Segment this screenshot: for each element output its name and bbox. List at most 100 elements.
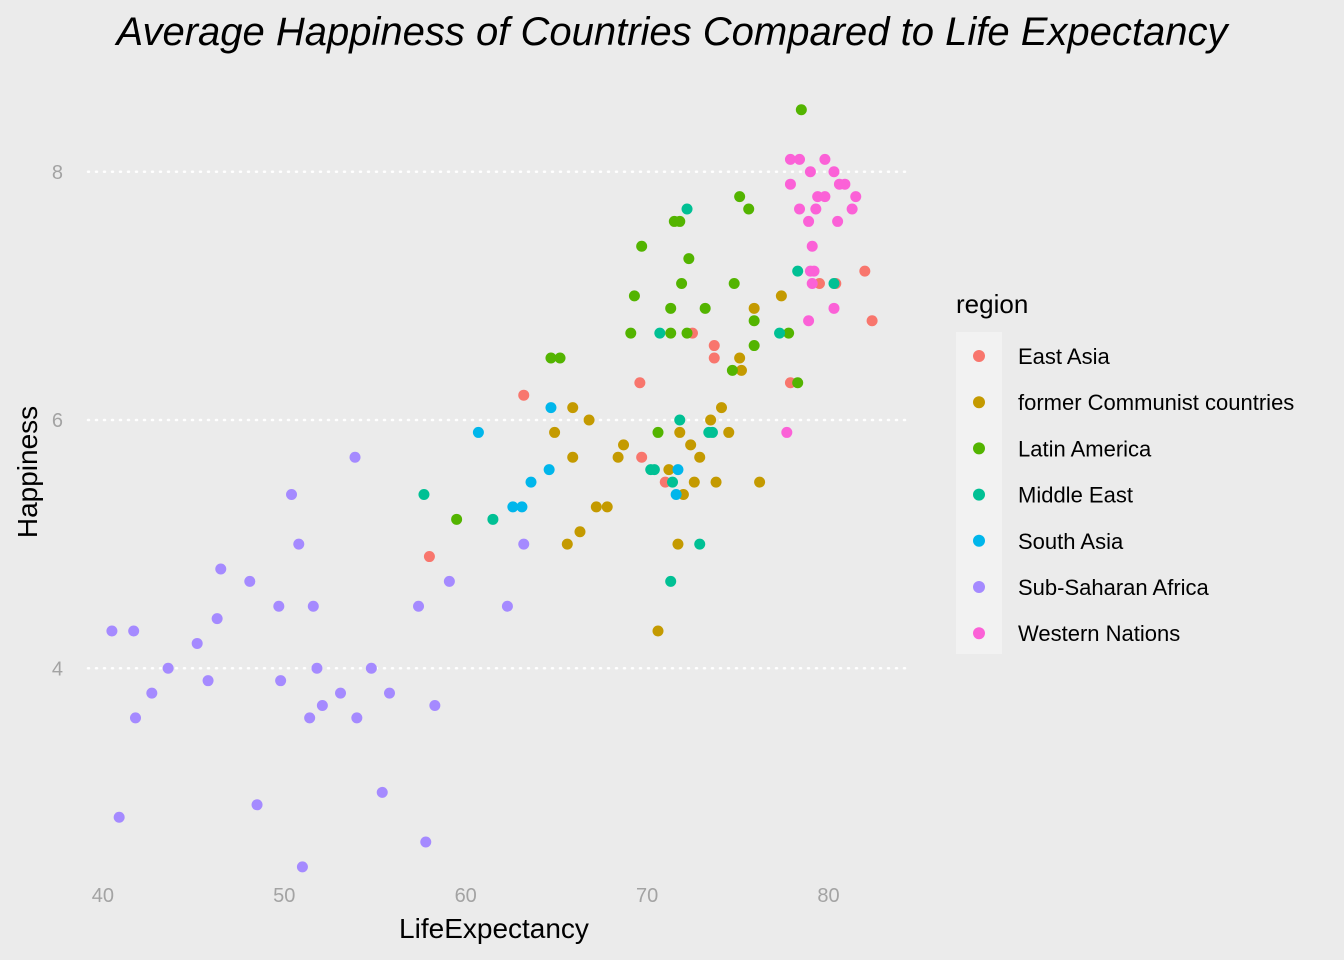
scatter-point bbox=[706, 426, 718, 438]
legend-label: Sub-Saharan Africa bbox=[1018, 575, 1210, 600]
scatter-point bbox=[783, 327, 795, 339]
legend-key bbox=[973, 534, 985, 547]
legend-label: Western Nations bbox=[1018, 621, 1180, 646]
y-tick-labels: 4 6 8 bbox=[52, 162, 63, 680]
scatter-point bbox=[804, 166, 816, 178]
scatter-point bbox=[674, 414, 686, 426]
legend-label: Middle East bbox=[1018, 483, 1133, 508]
scatter-point bbox=[549, 426, 561, 438]
scatter-point bbox=[349, 451, 361, 463]
scatter-point bbox=[792, 377, 804, 389]
scatter-point bbox=[146, 687, 158, 699]
scatter-point bbox=[612, 451, 624, 463]
scatter-point bbox=[652, 426, 664, 438]
scatter-point bbox=[516, 501, 528, 513]
scatter-point bbox=[191, 637, 203, 649]
scatter-point bbox=[487, 513, 499, 525]
scatter-point bbox=[244, 575, 256, 587]
scatter-point bbox=[803, 215, 815, 227]
scatter-point bbox=[106, 625, 118, 637]
scatter-point bbox=[273, 600, 285, 612]
scatter-point bbox=[654, 327, 666, 339]
scatter-point bbox=[543, 464, 555, 476]
scatter-point bbox=[129, 712, 141, 724]
y-tick-label: 4 bbox=[52, 658, 63, 680]
scatter-point bbox=[636, 451, 648, 463]
scatter-point bbox=[507, 501, 519, 513]
scatter-point bbox=[710, 476, 722, 488]
scatter-point bbox=[335, 687, 347, 699]
scatter-point bbox=[628, 290, 640, 302]
legend-key bbox=[973, 442, 985, 455]
scatter-point bbox=[316, 700, 328, 712]
scatter-point bbox=[567, 402, 579, 414]
x-tick-label: 50 bbox=[273, 885, 295, 907]
scatter-point bbox=[665, 575, 677, 587]
scatter-point bbox=[567, 451, 579, 463]
scatter-point bbox=[694, 538, 706, 550]
legend-key bbox=[973, 350, 985, 362]
grid-lines bbox=[86, 170, 914, 670]
scatter-point bbox=[866, 315, 878, 327]
scatter-point bbox=[699, 302, 711, 314]
scatter-point bbox=[113, 811, 125, 823]
legend-title: region bbox=[956, 289, 1028, 319]
scatter-point bbox=[663, 464, 675, 476]
scatter-point bbox=[418, 488, 430, 500]
scatter-point bbox=[286, 488, 298, 500]
legend-key bbox=[973, 627, 985, 640]
scatter-point bbox=[716, 402, 728, 414]
scatter-point bbox=[683, 253, 695, 265]
legend-label: Latin America bbox=[1018, 436, 1152, 461]
chart-title: Average Happiness of Countries Compared … bbox=[115, 10, 1231, 54]
x-tick-label: 80 bbox=[817, 885, 839, 907]
scatter-point bbox=[784, 178, 796, 190]
scatter-point bbox=[413, 600, 425, 612]
y-axis-label: Happiness bbox=[12, 406, 43, 538]
x-axis-label: LifeExpectancy bbox=[399, 913, 589, 944]
legend: region East Asia former Communist countri… bbox=[956, 289, 1294, 654]
scatter-point bbox=[652, 625, 664, 637]
x-tick-labels: 40 50 60 70 80 bbox=[92, 885, 840, 907]
scatter-point bbox=[810, 203, 822, 215]
scatter-point bbox=[429, 700, 441, 712]
scatter-point bbox=[850, 191, 862, 203]
scatter-point bbox=[672, 464, 684, 476]
scatter-point bbox=[734, 352, 746, 364]
scatter-point bbox=[443, 575, 455, 587]
scatter-point bbox=[296, 861, 308, 873]
data-points bbox=[106, 104, 878, 873]
scatter-point bbox=[735, 364, 747, 376]
scatter-point bbox=[561, 538, 573, 550]
legend-label: South Asia bbox=[1018, 529, 1124, 554]
scatter-point bbox=[518, 538, 530, 550]
scatter-point bbox=[794, 153, 806, 165]
scatter-point bbox=[808, 265, 820, 277]
legend-label: East Asia bbox=[1018, 344, 1110, 369]
scatter-point bbox=[634, 377, 646, 389]
scatter-point bbox=[636, 240, 648, 252]
scatter-point bbox=[676, 277, 688, 289]
scatter-point bbox=[583, 414, 595, 426]
scatter-point bbox=[839, 178, 851, 190]
scatter-point bbox=[846, 203, 858, 215]
scatter-point bbox=[293, 538, 305, 550]
scatter-point bbox=[748, 315, 760, 327]
scatter-point bbox=[832, 215, 844, 227]
scatter-point bbox=[383, 687, 395, 699]
x-tick-label: 60 bbox=[455, 885, 477, 907]
legend-key bbox=[973, 488, 985, 501]
scatter-point bbox=[792, 265, 804, 277]
scatter-point bbox=[672, 538, 684, 550]
scatter-point bbox=[545, 402, 557, 414]
scatter-point bbox=[681, 203, 693, 215]
scatter-point bbox=[251, 799, 263, 811]
scatter-point bbox=[794, 203, 806, 215]
scatter-point bbox=[828, 166, 840, 178]
scatter-point bbox=[202, 675, 214, 687]
legend-key bbox=[973, 581, 985, 593]
scatter-point bbox=[674, 215, 686, 227]
scatter-point bbox=[423, 551, 435, 563]
scatter-point bbox=[774, 327, 786, 339]
